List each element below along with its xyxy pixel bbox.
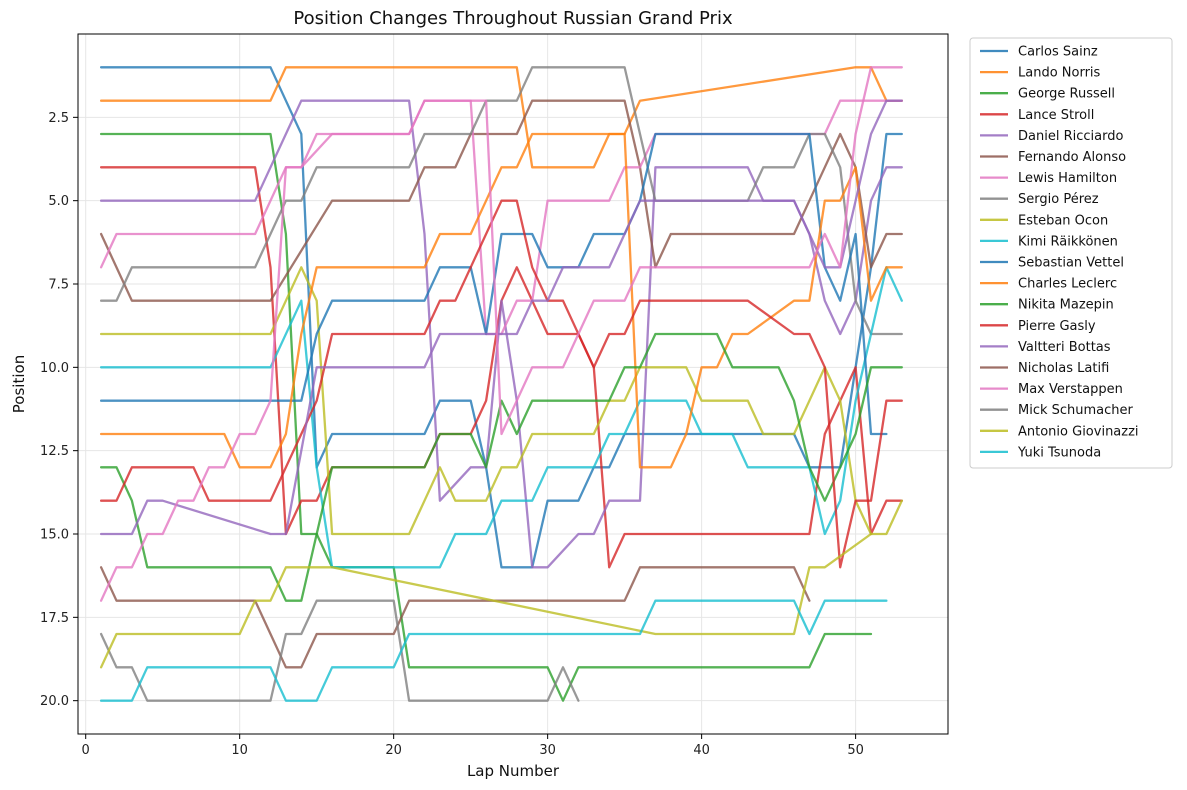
series-line	[99, 332, 903, 602]
legend-label: Sebastian Vettel	[1018, 256, 1124, 271]
y-axis-label: Position	[10, 355, 28, 413]
x-tick-label: 10	[231, 743, 248, 758]
legend-label: Kimi Räikkönen	[1018, 234, 1118, 249]
series-line	[99, 599, 580, 702]
legend-label: Lewis Hamilton	[1018, 171, 1117, 186]
y-tick-label: 12.5	[40, 444, 69, 459]
series-line	[99, 199, 903, 569]
y-tick-label: 2.5	[48, 111, 69, 126]
chart-title: Position Changes Throughout Russian Gran…	[293, 8, 733, 29]
legend-label: Nicholas Latifi	[1018, 361, 1109, 376]
legend-label: Valtteri Bottas	[1018, 340, 1111, 355]
legend-label: Antonio Giovinazzi	[1018, 424, 1139, 439]
series-line	[99, 99, 903, 569]
legend-label: Esteban Ocon	[1018, 213, 1108, 228]
legend-label: Nikita Mazepin	[1018, 298, 1114, 313]
legend-label: Pierre Gasly	[1018, 319, 1096, 334]
series-line	[99, 266, 903, 536]
x-tick-label: 30	[539, 743, 556, 758]
axis-ticks: 0 10 20 30 40 50 2.5 5.0 7.5 10.0 12.5 15.0 17.5 20.0	[40, 111, 864, 758]
legend-box	[969, 37, 1173, 469]
y-tick-label: 10.0	[40, 361, 69, 376]
legend: Carlos Sainz Lando Norris George Russell La…	[969, 37, 1173, 469]
legend-label: Max Verstappen	[1018, 382, 1123, 397]
x-tick-label: 20	[385, 743, 402, 758]
x-tick-label: 50	[847, 743, 864, 758]
legend-label: Lance Stroll	[1018, 108, 1094, 123]
series-line	[99, 66, 903, 336]
y-tick-label: 20.0	[40, 694, 69, 709]
y-tick-label: 15.0	[40, 528, 69, 543]
legend-label: Charles Leclerc	[1018, 277, 1117, 292]
x-tick-label: 0	[82, 743, 90, 758]
series-line	[99, 132, 903, 469]
series-line	[99, 566, 811, 669]
y-tick-label: 17.5	[40, 611, 69, 626]
series-line	[99, 99, 903, 302]
legend-label: Daniel Ricciardo	[1018, 129, 1123, 144]
series-line	[99, 599, 888, 702]
legend-label: Yuki Tsunoda	[1017, 445, 1101, 460]
legend-label: Sergio Pérez	[1018, 192, 1099, 207]
plot-frame	[77, 33, 949, 735]
series-line	[99, 166, 903, 569]
series-lines	[99, 66, 903, 702]
series-line	[99, 66, 903, 602]
legend-label: Carlos Sainz	[1018, 45, 1098, 60]
series-line	[99, 99, 903, 536]
legend-label: George Russell	[1018, 87, 1115, 102]
legend-label: Fernando Alonso	[1018, 150, 1126, 165]
y-tick-label: 7.5	[48, 278, 69, 293]
x-tick-label: 40	[693, 743, 710, 758]
x-axis-label: Lap Number	[467, 762, 560, 780]
y-tick-label: 5.0	[48, 194, 69, 209]
legend-label: Lando Norris	[1018, 66, 1101, 81]
series-line	[99, 66, 903, 569]
series-line	[99, 532, 873, 669]
legend-label: Mick Schumacher	[1018, 403, 1134, 418]
